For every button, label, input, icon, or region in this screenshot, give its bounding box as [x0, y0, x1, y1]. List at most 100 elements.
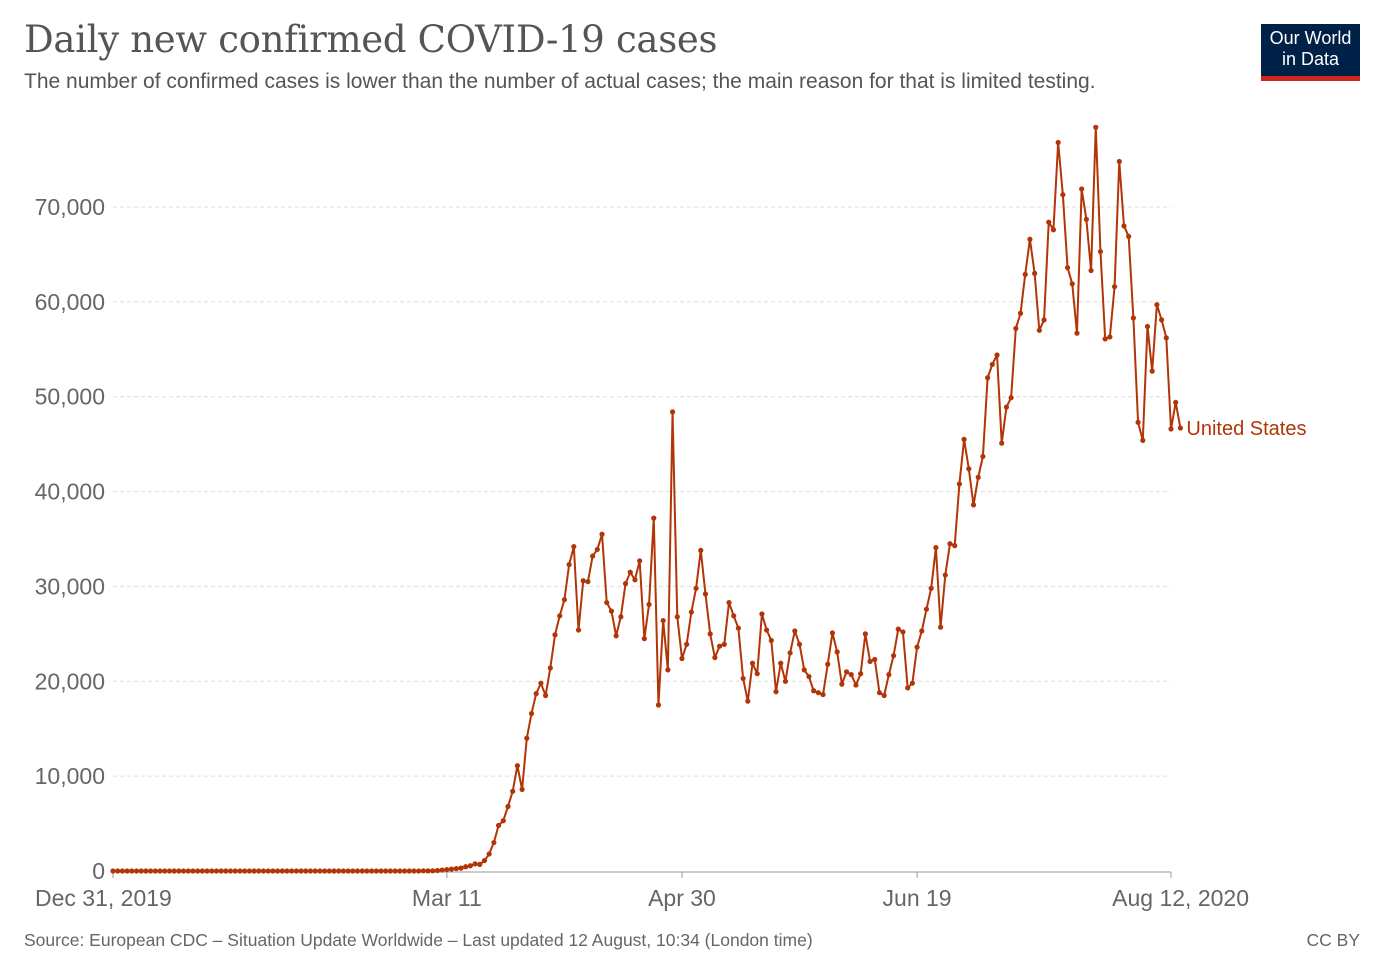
- logo-line-1: Our World: [1269, 28, 1352, 48]
- data-point: [1126, 233, 1132, 240]
- data-point: [1149, 368, 1155, 374]
- data-point: [359, 868, 365, 874]
- data-point: [477, 861, 483, 867]
- data-point: [693, 585, 699, 591]
- data-point: [712, 654, 718, 661]
- data-point: [914, 644, 920, 650]
- data-point: [721, 641, 727, 647]
- data-point: [213, 868, 220, 874]
- data-point: [792, 628, 798, 634]
- data-point: [1008, 395, 1014, 401]
- data-point: [585, 579, 591, 585]
- y-tick-label: 60,000: [35, 289, 105, 315]
- y-tick-label: 30,000: [35, 573, 105, 599]
- data-point: [956, 481, 963, 487]
- data-point: [811, 688, 817, 694]
- data-point: [702, 591, 709, 597]
- data-point: [425, 868, 431, 874]
- data-point: [336, 868, 342, 874]
- chart-subtitle: The number of confirmed cases is lower t…: [24, 70, 1096, 93]
- data-point: [853, 682, 859, 688]
- data-point: [552, 632, 558, 638]
- x-tick-label: Dec 31, 2019: [35, 885, 172, 911]
- data-point: [599, 531, 605, 537]
- data-point: [331, 868, 337, 874]
- data-point: [660, 617, 666, 624]
- data-point: [1144, 323, 1151, 330]
- data-point: [411, 868, 417, 874]
- data-point: [119, 868, 125, 874]
- data-point: [1046, 219, 1052, 225]
- data-point: [232, 868, 238, 874]
- data-point: [1093, 124, 1099, 130]
- x-tick-label: Mar 11: [412, 885, 482, 911]
- y-tick-label: 20,000: [35, 668, 105, 694]
- data-point: [1177, 425, 1183, 431]
- data-point: [1022, 271, 1028, 277]
- data-point: [195, 868, 201, 874]
- data-point: [246, 868, 252, 874]
- data-point: [514, 763, 520, 769]
- source-note[interactable]: Source: European CDC – Situation Update …: [24, 930, 813, 950]
- data-point: [162, 868, 168, 874]
- owid-logo[interactable]: Our World in Data: [1261, 24, 1360, 81]
- data-point: [778, 660, 784, 666]
- data-point: [1017, 310, 1024, 316]
- data-point: [815, 690, 821, 696]
- data-point: [312, 868, 318, 874]
- data-point: [115, 868, 121, 874]
- data-point: [152, 868, 158, 874]
- data-point: [942, 572, 948, 578]
- data-point: [322, 868, 328, 874]
- license-link[interactable]: CC BY: [1306, 930, 1360, 950]
- y-tick-label: 40,000: [35, 479, 105, 505]
- data-point: [373, 868, 379, 874]
- data-point: [594, 546, 600, 553]
- data-point: [265, 868, 271, 874]
- data-point: [1036, 327, 1042, 333]
- data-point: [190, 868, 196, 874]
- data-point: [618, 614, 624, 620]
- data-point: [608, 608, 615, 614]
- data-point: [227, 868, 234, 874]
- series-layer: United States: [110, 124, 1306, 874]
- data-point: [420, 868, 426, 874]
- data-point: [444, 866, 450, 873]
- data-point: [533, 691, 539, 697]
- data-point: [467, 863, 473, 869]
- data-point: [1140, 437, 1146, 443]
- data-point: [688, 609, 694, 615]
- data-point: [256, 868, 262, 874]
- data-point: [1074, 330, 1080, 336]
- data-point: [251, 868, 257, 874]
- data-point: [834, 649, 840, 655]
- data-point: [754, 671, 760, 677]
- data-point: [561, 597, 568, 603]
- data-point: [378, 868, 384, 874]
- y-tick-label: 0: [92, 858, 105, 884]
- data-point: [749, 660, 756, 666]
- data-point: [293, 868, 299, 874]
- data-point: [975, 474, 981, 480]
- data-point: [674, 614, 680, 620]
- data-point: [716, 643, 723, 649]
- data-point: [439, 867, 445, 873]
- data-point: [491, 839, 497, 846]
- data-point: [387, 868, 394, 874]
- y-tick-label: 70,000: [35, 194, 105, 220]
- data-point: [270, 868, 276, 874]
- data-point: [937, 624, 944, 630]
- data-point: [180, 868, 187, 874]
- x-tick-label: Apr 30: [648, 885, 716, 911]
- data-point: [218, 868, 224, 874]
- data-point: [364, 868, 370, 874]
- series-label-united-states: United States: [1186, 418, 1306, 440]
- data-point: [274, 868, 281, 874]
- data-point: [848, 672, 854, 678]
- data-point: [622, 580, 629, 587]
- data-point: [980, 453, 986, 460]
- data-point: [613, 633, 619, 639]
- data-point: [735, 625, 742, 631]
- data-point: [1088, 267, 1094, 274]
